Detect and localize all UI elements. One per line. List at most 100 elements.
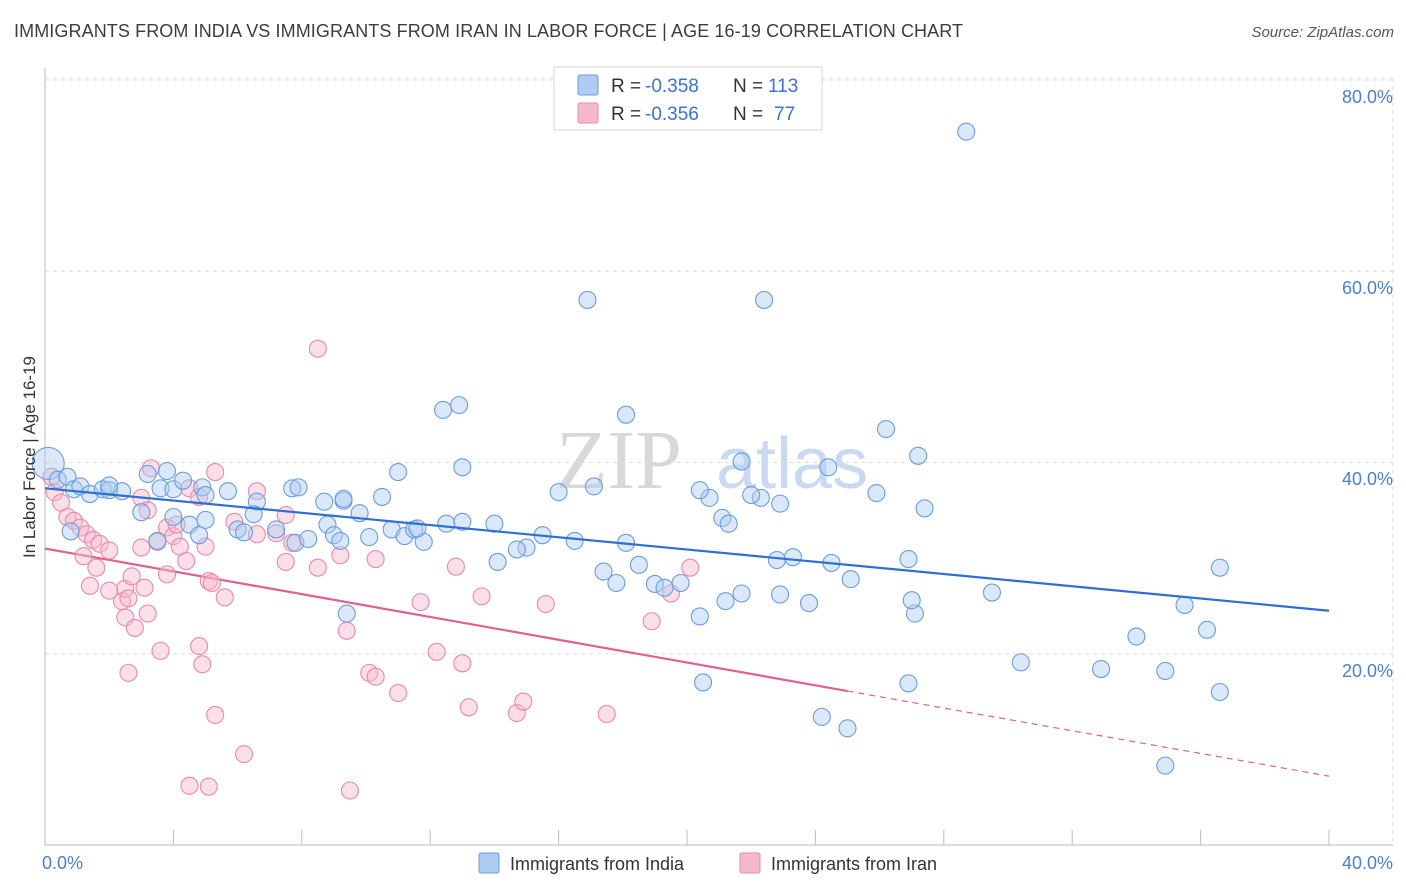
india-point <box>905 604 924 623</box>
india-point <box>488 552 507 572</box>
india-point <box>164 507 183 527</box>
axes <box>44 68 1393 846</box>
iran-point <box>199 572 218 591</box>
iran-point <box>681 558 700 577</box>
india-point <box>234 523 254 542</box>
legend-n-label-iran: N = <box>733 104 763 125</box>
india-point <box>337 604 356 623</box>
india-point <box>742 485 761 505</box>
india-point <box>594 562 613 581</box>
iran-point <box>177 551 196 571</box>
legend-r-value-iran: -0.356 <box>645 104 699 125</box>
iran-point <box>514 692 533 711</box>
india-point <box>812 707 831 726</box>
y-axis-title: In Labor Force | Age 16-19 <box>20 356 39 558</box>
iran-point <box>80 576 99 595</box>
y-tick-label-60: 60.0% <box>1342 278 1393 298</box>
x-tick-label-max: 40.0% <box>1342 853 1393 873</box>
india-point <box>437 514 456 533</box>
india-point <box>867 484 886 503</box>
india-point <box>899 674 918 693</box>
iran-point <box>459 698 478 717</box>
india-point <box>783 548 802 567</box>
india-point <box>732 584 751 603</box>
iran-point <box>366 550 385 569</box>
iran-point <box>507 703 526 723</box>
india-point <box>138 464 157 484</box>
iran-point <box>100 581 119 600</box>
y-tick-label-40: 40.0% <box>1342 469 1393 489</box>
iran-point <box>74 547 93 566</box>
india-point <box>655 578 674 597</box>
india-point <box>645 574 664 593</box>
india-point <box>453 512 472 531</box>
iran-point <box>337 621 356 640</box>
india-point <box>151 479 170 498</box>
india-point <box>267 520 286 539</box>
india-point <box>196 485 215 505</box>
iran-point <box>472 587 491 606</box>
iran-trend-line <box>44 547 848 693</box>
india-point <box>299 529 318 549</box>
iran-point <box>215 588 234 607</box>
india-point <box>799 594 819 613</box>
legend-swatch-india <box>577 74 599 96</box>
india-point <box>334 489 353 508</box>
india-point <box>690 481 709 500</box>
india-point <box>819 458 838 477</box>
india-point <box>719 514 738 533</box>
india-point <box>372 487 392 506</box>
india-point <box>453 458 472 477</box>
series-legend-swatch-iran <box>739 852 761 874</box>
india-point <box>754 290 774 309</box>
iran-point <box>389 683 408 703</box>
india-point <box>771 585 790 604</box>
iran-point <box>340 781 360 800</box>
iran-point <box>234 745 254 764</box>
india-point <box>433 400 453 419</box>
india-point <box>841 570 860 589</box>
series-legend: Immigrants from India Immigrants from Ir… <box>478 852 937 874</box>
trend-iran <box>44 547 1330 777</box>
iran-point <box>446 557 465 576</box>
india-point <box>771 494 790 513</box>
iran-point <box>71 518 90 537</box>
legend-r-value-india: -0.358 <box>645 76 699 97</box>
india-point <box>957 122 976 141</box>
india-point <box>1175 595 1194 615</box>
india-point <box>173 471 193 490</box>
india-point <box>360 528 379 547</box>
iran-point <box>64 511 83 530</box>
india-point <box>1127 627 1146 646</box>
india-point <box>283 479 302 498</box>
y-tick-label-20: 20.0% <box>1342 661 1393 681</box>
chart-title: IMMIGRANTS FROM INDIA VS IMMIGRANTS FROM… <box>14 21 964 41</box>
india-point <box>616 405 636 424</box>
iran-point <box>100 541 119 560</box>
india-point <box>244 505 263 524</box>
india-point <box>915 499 934 518</box>
india-point <box>700 488 719 507</box>
iran-point <box>138 604 157 623</box>
india-trend-line <box>44 487 1330 612</box>
india-point <box>218 482 238 501</box>
india-point <box>61 522 80 541</box>
series-legend-label-india: Immigrants from India <box>510 854 685 874</box>
iran-point <box>276 552 295 572</box>
india-point <box>289 478 308 497</box>
india-point <box>148 531 167 550</box>
legend-n-value-iran: 77 <box>774 104 795 125</box>
india-point <box>196 510 215 529</box>
iran-point <box>125 618 144 637</box>
india-point <box>607 573 626 593</box>
india-point <box>132 503 151 522</box>
legend-r-label-iran: R = <box>611 104 641 125</box>
y-tick-label-80: 80.0% <box>1342 87 1393 107</box>
iran-point <box>190 487 209 506</box>
iran-point <box>206 463 225 482</box>
iran-point <box>642 612 661 631</box>
india-point <box>693 673 713 692</box>
india-point <box>565 531 584 550</box>
watermark: ZIP atlas <box>556 414 868 507</box>
iran-point <box>190 637 209 656</box>
